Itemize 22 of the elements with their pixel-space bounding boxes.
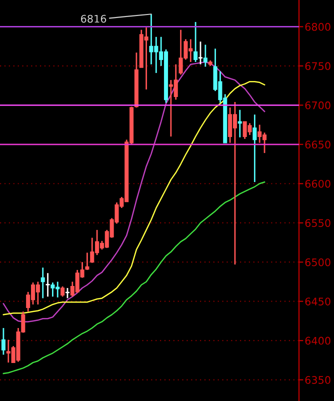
candlestick: [40, 266, 45, 299]
y-tick-label: 6600: [305, 180, 330, 188]
candlestick: [203, 44, 208, 68]
candlestick: [198, 40, 203, 66]
y-tick-label: 6650: [305, 140, 330, 148]
line-series: [2, 181, 266, 374]
y-tick-label: 6500: [305, 258, 330, 266]
y-tick-label: 6700: [305, 101, 330, 110]
candlestick: [60, 286, 65, 298]
candlestick: [194, 21, 198, 63]
y-tick-label: 6400: [305, 336, 330, 345]
candlestick: [46, 272, 50, 298]
y-tick-label: 6550: [305, 219, 330, 227]
y-tick-label: 6800: [305, 22, 330, 31]
y-tick-label: 6450: [305, 298, 330, 306]
candlestick: [1, 327, 6, 356]
y-tick-label: 6750: [305, 62, 330, 70]
candlestick: [85, 252, 90, 271]
candlestick: [238, 109, 242, 138]
annotation: 6816: [80, 14, 106, 23]
y-tick-label: 6350: [305, 376, 330, 384]
candlestick: [252, 114, 257, 183]
